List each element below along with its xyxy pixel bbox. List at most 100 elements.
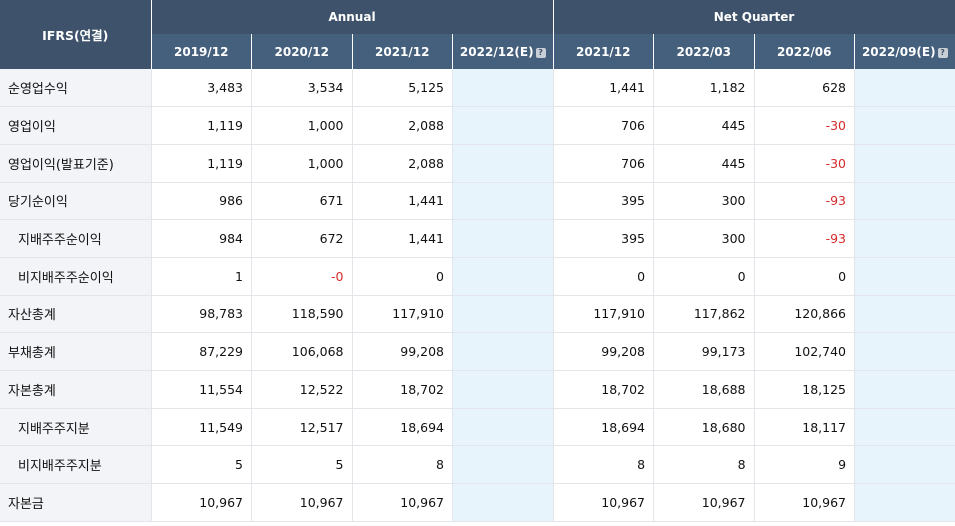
table-cell: 300 xyxy=(653,182,755,221)
help-icon[interactable]: ? xyxy=(535,47,546,58)
table-cell: 1 xyxy=(151,257,252,296)
table-cell: 99,173 xyxy=(653,332,755,371)
table-row: 자본금 10,967 10,967 10,967 10,967 10,967 10,967 xyxy=(0,483,955,522)
column-header: 2020/12 xyxy=(251,34,353,69)
table-cell: 106,068 xyxy=(251,332,353,371)
table-cell: 99,208 xyxy=(352,332,453,371)
table-row: 지배주주지분 11,549 12,517 18,694 18,694 18,680 18,1… xyxy=(0,408,955,447)
column-header-label: 2022/12(E) xyxy=(459,44,534,59)
table-row: 영업이익 1,119 1,000 2,088 706 445 -30 xyxy=(0,106,955,145)
row-label: 지배주주지분 xyxy=(0,408,152,447)
table-cell: 8 xyxy=(352,445,453,485)
table-cell xyxy=(854,257,955,296)
table-cell: 10,967 xyxy=(553,483,655,522)
row-label[interactable]: 자본금 xyxy=(0,483,152,522)
row-label: 지배주주순이익 xyxy=(0,219,152,258)
table-cell: 10,967 xyxy=(653,483,755,522)
table-cell: 98,783 xyxy=(151,295,252,334)
column-header: 2022/12(E)? xyxy=(452,34,554,69)
help-icon[interactable]: ? xyxy=(937,47,948,58)
table-cell: 117,910 xyxy=(553,295,655,334)
table-cell: 18,694 xyxy=(553,408,655,447)
table-cell xyxy=(854,332,955,371)
table-cell: 10,967 xyxy=(151,483,252,522)
table-cell: 3,483 xyxy=(151,69,252,108)
table-cell: 8 xyxy=(653,445,755,485)
table-cell xyxy=(854,182,955,221)
table-cell: 11,549 xyxy=(151,408,252,447)
table-cell: 3,534 xyxy=(251,69,353,108)
table-cell: 18,125 xyxy=(754,370,856,409)
table-cell: 395 xyxy=(553,182,655,221)
row-label: 비지배주주지분 xyxy=(0,445,152,485)
table-cell: 1,441 xyxy=(352,182,453,221)
table-cell: -0 xyxy=(251,257,353,296)
column-header-label: 2022/06 xyxy=(777,44,832,59)
table-cell xyxy=(854,370,955,409)
row-label[interactable]: 자본총계 xyxy=(0,370,152,409)
annual-group-header: Annual xyxy=(151,0,554,34)
table-cell: 9 xyxy=(754,445,856,485)
table-row: 부채총계 87,229 106,068 99,208 99,208 99,173 102,7… xyxy=(0,332,955,371)
table-cell: 5 xyxy=(151,445,252,485)
column-header-label: 2021/12 xyxy=(576,44,631,59)
table-cell: 2,088 xyxy=(352,144,453,183)
table-cell: 117,862 xyxy=(653,295,755,334)
table-cell: 18,688 xyxy=(653,370,755,409)
table-cell: 1,441 xyxy=(553,69,655,108)
table-cell: 12,517 xyxy=(251,408,353,447)
table-row: 자본총계 11,554 12,522 18,702 18,702 18,688 18,125 xyxy=(0,370,955,409)
table-cell: 18,680 xyxy=(653,408,755,447)
table-cell xyxy=(854,219,955,258)
table-cell: -30 xyxy=(754,144,856,183)
row-label[interactable]: 영업이익 xyxy=(0,106,152,145)
row-label[interactable]: 부채총계 xyxy=(0,332,152,371)
table-cell: 0 xyxy=(352,257,453,296)
table-cell: 300 xyxy=(653,219,755,258)
table-cell: 395 xyxy=(553,219,655,258)
table-cell: 2,088 xyxy=(352,106,453,145)
table-cell: 672 xyxy=(251,219,353,258)
table-cell xyxy=(452,295,554,334)
table-cell xyxy=(452,106,554,145)
table-cell xyxy=(452,332,554,371)
table-cell: 706 xyxy=(553,144,655,183)
column-header: 2022/09(E)? xyxy=(854,34,955,69)
row-label[interactable]: 영업이익(발표기준) xyxy=(0,144,152,183)
table-cell: 1,182 xyxy=(653,69,755,108)
column-header: 2019/12 xyxy=(151,34,252,69)
table-cell xyxy=(452,445,554,485)
table-row: 비지배주주지분 5 5 8 8 8 9 xyxy=(0,445,955,485)
table-cell xyxy=(452,144,554,183)
table-cell: 87,229 xyxy=(151,332,252,371)
table-cell: 1,119 xyxy=(151,144,252,183)
table-cell: 0 xyxy=(754,257,856,296)
table-cell: -93 xyxy=(754,182,856,221)
table-cell: 18,702 xyxy=(352,370,453,409)
column-header-label: 2022/03 xyxy=(676,44,731,59)
row-label[interactable]: 당기순이익 xyxy=(0,182,152,221)
table-cell: 120,866 xyxy=(754,295,856,334)
table-cell: -30 xyxy=(754,106,856,145)
table-cell: -93 xyxy=(754,219,856,258)
table-cell: 18,117 xyxy=(754,408,856,447)
table-cell xyxy=(854,483,955,522)
table-cell: 445 xyxy=(653,106,755,145)
table-cell xyxy=(452,483,554,522)
table-cell: 10,967 xyxy=(352,483,453,522)
column-header-label: 2019/12 xyxy=(174,44,229,59)
row-label[interactable]: 순영업수익 xyxy=(0,69,152,108)
row-label[interactable]: 자산총계 xyxy=(0,295,152,334)
table-cell xyxy=(452,69,554,108)
table-cell: 117,910 xyxy=(352,295,453,334)
table-cell: 671 xyxy=(251,182,353,221)
table-cell: 628 xyxy=(754,69,856,108)
table-row: 지배주주순이익 984 672 1,441 395 300 -93 xyxy=(0,219,955,258)
column-header-label: 2020/12 xyxy=(274,44,329,59)
table-row: 자산총계 98,783 118,590 117,910 117,910 117,862 12… xyxy=(0,295,955,334)
table-cell xyxy=(854,295,955,334)
table-cell: 445 xyxy=(653,144,755,183)
table-cell xyxy=(854,144,955,183)
column-header: 2021/12 xyxy=(553,34,655,69)
